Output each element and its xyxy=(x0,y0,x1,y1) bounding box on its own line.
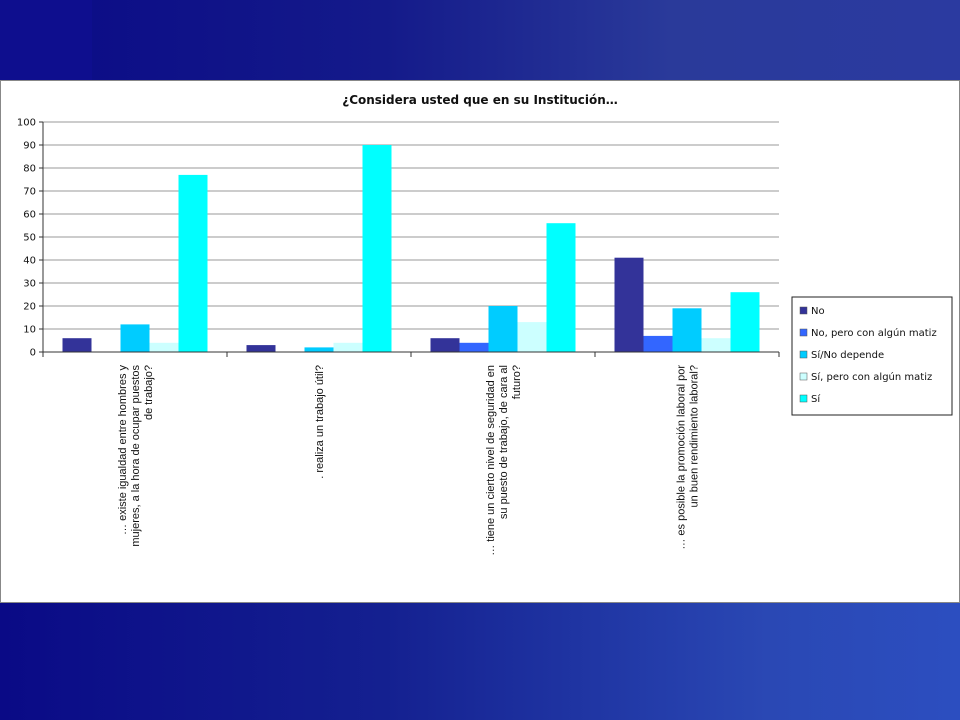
y-tick-label: 60 xyxy=(23,210,36,221)
y-tick-label: 10 xyxy=(23,325,36,336)
legend-label: No, pero con algún matiz xyxy=(811,327,937,339)
legend-box xyxy=(791,296,953,416)
legend-label: Sí/No depende xyxy=(811,349,884,361)
y-tick-labels: 0 10 20 30 40 50 60 70 80 90 100 xyxy=(17,118,36,359)
bar xyxy=(459,342,489,352)
bar xyxy=(643,335,673,352)
bar xyxy=(517,322,547,352)
bar xyxy=(701,338,731,352)
bar xyxy=(546,223,576,352)
legend-swatch xyxy=(799,328,808,337)
category-label-line: … existe igualdad entre hombres y xyxy=(117,365,129,535)
y-tick-label: 80 xyxy=(23,164,36,175)
legend-swatch xyxy=(799,306,808,315)
slide-background-top xyxy=(0,0,960,80)
slide-background-bottom xyxy=(0,602,960,720)
category-label-line: de trabajo? xyxy=(143,365,155,420)
y-tick-label: 40 xyxy=(23,256,36,267)
bar xyxy=(246,345,276,352)
y-tick-label: 20 xyxy=(23,302,36,313)
category-label-line: mujeres, a la hora de ocupar puestos xyxy=(130,365,142,547)
bar xyxy=(304,347,334,352)
category-label-line: . realiza un trabajo útil? xyxy=(314,365,326,479)
category-label: … tiene un cierto nivel de seguridad en s… xyxy=(485,365,523,556)
bar xyxy=(333,342,363,352)
category-label: … existe igualdad entre hombres y mujeres… xyxy=(117,365,155,547)
y-tick-label: 50 xyxy=(23,233,36,244)
y-tick-label: 70 xyxy=(23,187,36,198)
legend-label: Sí, pero con algún matiz xyxy=(811,371,932,383)
legend-label: Sí xyxy=(811,393,821,405)
legend-swatch xyxy=(799,394,808,403)
grid-lines xyxy=(43,121,779,330)
y-tick-label: 100 xyxy=(17,118,36,129)
bar xyxy=(730,292,760,352)
bar xyxy=(178,174,208,352)
bar xyxy=(362,145,392,352)
axes-group xyxy=(39,121,780,357)
bar xyxy=(149,342,179,352)
category-labels: … existe igualdad entre hombres y mujeres… xyxy=(117,365,701,556)
legend-swatch xyxy=(799,350,808,359)
bar xyxy=(614,257,644,352)
category-label: … es posible la promoción laboral por un … xyxy=(676,365,701,550)
legend-swatch xyxy=(799,372,808,381)
bar xyxy=(672,308,702,352)
bar xyxy=(120,324,150,352)
category-label-line: un buen rendimiento laboral? xyxy=(689,365,701,508)
category-label: . realiza un trabajo útil? xyxy=(314,365,326,479)
legend-label: No xyxy=(811,306,825,317)
bars-group xyxy=(62,145,760,352)
y-tick-label: 0 xyxy=(30,348,36,359)
category-label-line: futuro? xyxy=(511,365,523,399)
bar xyxy=(488,306,518,352)
category-label-line: su puesto de trabajo, de cara al xyxy=(498,365,510,519)
category-label-line: … es posible la promoción laboral por xyxy=(676,365,688,550)
bar xyxy=(430,338,460,352)
y-tick-label: 30 xyxy=(23,279,36,290)
chart-title: ¿Considera usted que en su Institución… xyxy=(342,93,618,107)
bar xyxy=(62,338,92,352)
legend: No No, pero con algún matiz Sí/No depende S… xyxy=(791,296,953,416)
category-label-line: … tiene un cierto nivel de seguridad en xyxy=(485,365,497,556)
y-tick-label: 90 xyxy=(23,141,36,152)
